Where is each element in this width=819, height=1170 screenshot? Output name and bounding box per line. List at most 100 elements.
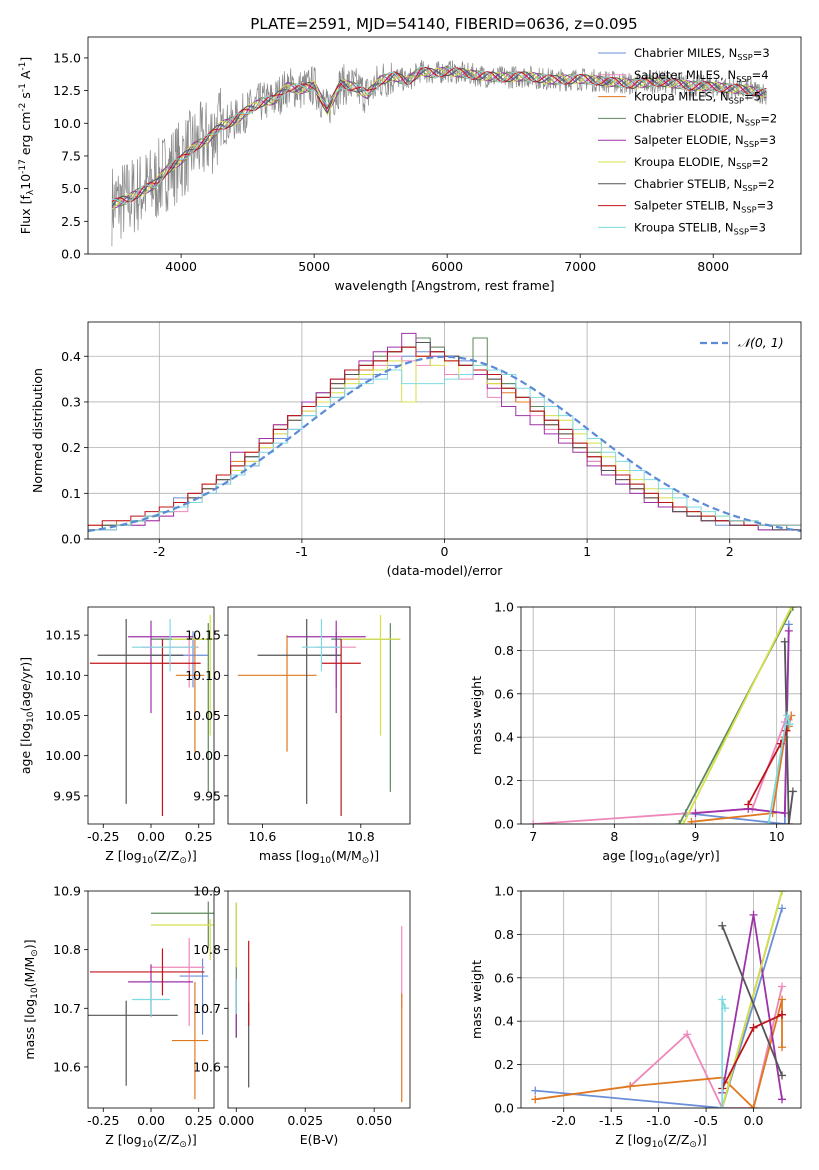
weight-marker xyxy=(780,820,789,824)
x-tick-label: -0.5 xyxy=(694,1113,718,1128)
y-tick-label: 10.9 xyxy=(53,884,81,899)
weight-marker xyxy=(788,607,797,611)
y-tick-label: 0.0 xyxy=(494,817,514,832)
axes-frame xyxy=(520,890,802,1109)
axes-frame xyxy=(227,606,411,825)
x-tick-label: 10.8 xyxy=(347,829,375,844)
weight-marker xyxy=(784,820,793,824)
weight-marker xyxy=(783,711,792,720)
legend-label: Chabrier MILES, NSSP=3 xyxy=(634,46,770,62)
y-axis-label: mass [log10(M/M⊙)] xyxy=(22,939,40,1059)
x-axis-label: mass [log10(M/M⊙)] xyxy=(259,848,379,866)
legend-label: Salpeter ELODIE, NSSP=3 xyxy=(634,133,776,149)
weight-marker xyxy=(687,817,696,824)
y-tick-label: 5.0 xyxy=(61,181,81,196)
weight-line xyxy=(721,999,726,1108)
legend-label: Chabrier ELODIE, NSSP=2 xyxy=(634,111,777,127)
histogram-plot-area xyxy=(88,332,801,539)
x-tick-label: 5000 xyxy=(298,259,330,274)
x-tick-label: -1 xyxy=(296,544,308,559)
y-tick-label: 10.00 xyxy=(45,748,81,763)
age-vs-metallicity-panel: -0.25 0.00 0.25 9.95 10.00 10.05 10.10 10.15 Z [… xyxy=(18,606,215,866)
x-tick-label: 0.00 xyxy=(137,1113,165,1128)
x-tick-label: 0.050 xyxy=(356,1113,392,1128)
y-tick-label: 10.8 xyxy=(193,942,221,957)
y-tick-label: 0.0 xyxy=(494,1101,514,1116)
y-tick-label: 10.8 xyxy=(53,942,81,957)
weight-marker xyxy=(778,904,787,913)
weight-marker xyxy=(531,1086,540,1095)
weight-marker xyxy=(749,910,758,919)
x-axis-label: (data-model)/error xyxy=(387,563,504,578)
y-tick-label: 10.10 xyxy=(45,668,81,683)
y-tick-label: 9.95 xyxy=(53,788,81,803)
weight-line xyxy=(783,641,794,824)
errorbar-plot-area xyxy=(89,615,214,816)
y-tick-label: 0.4 xyxy=(61,349,81,364)
x-tick-label: -0.25 xyxy=(87,829,119,844)
x-axis-label: Z [log10(Z/Z⊙)] xyxy=(105,848,196,866)
legend-label: Kroupa ELODIE, NSSP=2 xyxy=(634,155,769,171)
residual-histogram-panel: -2 -1 0 1 2 0.0 0.1 0.2 0.3 0.4 (data-model)/error… xyxy=(30,321,802,578)
weight-marker xyxy=(778,995,787,1004)
mass-vs-metallicity-panel: -0.25 0.00 0.25 10.6 10.7 10.8 10.9 Z [log10(Z/… xyxy=(22,884,215,1150)
weight-marker xyxy=(749,1104,758,1108)
weight-marker xyxy=(778,982,787,991)
y-tick-label: 10.10 xyxy=(185,668,221,683)
y-tick-label: 9.95 xyxy=(193,788,221,803)
y-axis-label: mass weight xyxy=(469,676,484,755)
x-tick-label: -0.25 xyxy=(87,1113,119,1128)
x-tick-label: 8000 xyxy=(697,259,729,274)
x-tick-label: 7000 xyxy=(564,259,596,274)
y-tick-label: 10.6 xyxy=(193,1059,221,1074)
axes-frame xyxy=(87,890,215,1109)
legend-label: 𝒩(0, 1) xyxy=(738,335,784,350)
weight-line xyxy=(535,999,783,1108)
x-axis-label: Z [log10(Z/Z⊙)] xyxy=(615,1132,706,1150)
axes-frame xyxy=(87,321,802,540)
histogram-step-line xyxy=(88,346,801,539)
weight-marker xyxy=(787,607,796,611)
weight-marker xyxy=(778,1095,787,1104)
x-tick-label: 0.25 xyxy=(185,1113,213,1128)
weight-marker xyxy=(764,820,773,824)
spectrum-plot-area xyxy=(111,59,767,247)
y-tick-label: 1.0 xyxy=(494,884,514,899)
x-tick-label: -1.0 xyxy=(646,1113,670,1128)
weight-marker xyxy=(784,626,793,635)
x-tick-label: 4000 xyxy=(165,259,197,274)
y-axis-label: mass weight xyxy=(469,960,484,1039)
y-tick-label: 0.2 xyxy=(494,773,514,788)
y-tick-label: 10.0 xyxy=(53,116,81,131)
x-tick-label: 10 xyxy=(769,829,785,844)
axes-frame xyxy=(87,36,802,255)
x-tick-label: -2 xyxy=(153,544,165,559)
y-tick-label: 0.2 xyxy=(494,1057,514,1072)
y-tick-label: 10.7 xyxy=(193,1001,221,1016)
x-axis-label: wavelength [Angstrom, rest frame] xyxy=(334,278,554,293)
y-tick-label: 12.5 xyxy=(53,83,81,98)
weight-plot-area xyxy=(529,607,797,824)
weight-marker xyxy=(675,820,684,824)
y-axis-label: age [log10(age/yr)] xyxy=(18,657,36,774)
weight-marker xyxy=(718,921,727,930)
x-tick-label: 0.0 xyxy=(744,1113,764,1128)
observed-spectrum-line xyxy=(111,59,767,247)
weight-marker xyxy=(529,820,538,824)
y-tick-label: 7.5 xyxy=(61,148,81,163)
weight-marker xyxy=(785,720,794,729)
weight-marker xyxy=(626,1082,635,1091)
weight-marker xyxy=(780,809,789,818)
x-tick-label: 0.25 xyxy=(185,829,213,844)
legend-label: Chabrier STELIB, NSSP=2 xyxy=(634,177,775,193)
weight-marker xyxy=(778,1010,787,1019)
y-tick-label: 0.1 xyxy=(61,486,81,501)
model-spectrum-line xyxy=(111,67,767,209)
x-tick-label: 1 xyxy=(583,544,591,559)
y-tick-label: 0.8 xyxy=(494,927,514,942)
gaussian-curve xyxy=(88,355,801,533)
y-tick-label: 0.3 xyxy=(61,394,81,409)
weight-line xyxy=(629,986,783,1108)
y-tick-label: 0.0 xyxy=(61,247,81,262)
x-tick-label: 10.6 xyxy=(249,829,277,844)
